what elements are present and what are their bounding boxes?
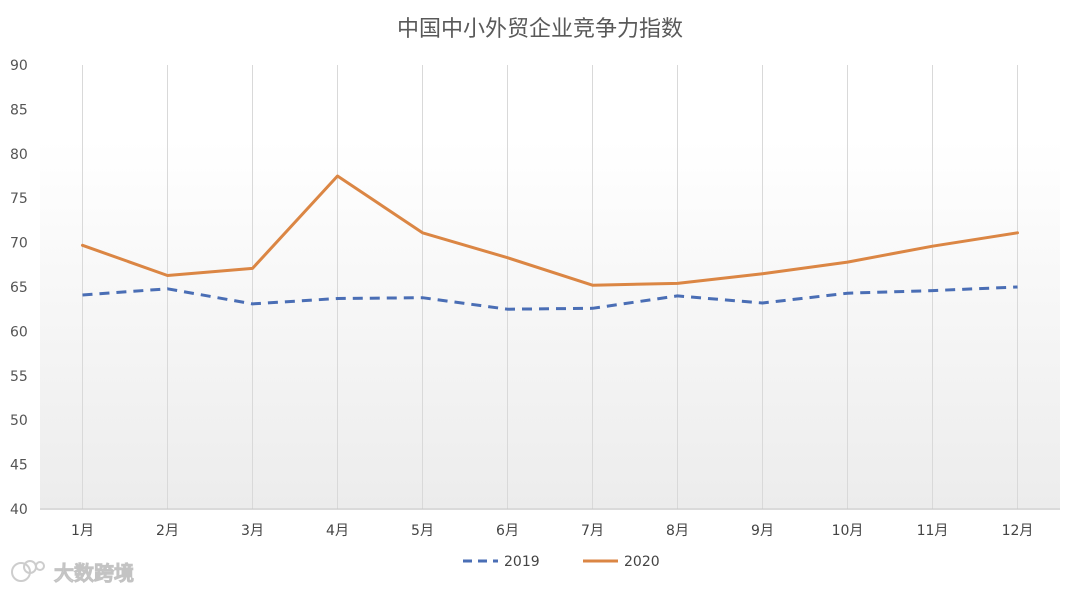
x-tick-label: 2月 <box>156 523 179 539</box>
series-line-2019 <box>82 285 1018 311</box>
y-tick-label: 75 <box>10 191 28 207</box>
axis-layer: 40 45 50 55 60 65 70 75 80 85 90 1月 2月 3月 4月 5月 6月 7月 8月 9月… <box>10 58 1060 539</box>
x-tick-label: 6月 <box>496 523 519 539</box>
y-tick-label: 90 <box>10 58 28 74</box>
y-tick-label: 45 <box>10 458 28 474</box>
y-tick-label: 80 <box>10 147 28 163</box>
logo-bubble-icon <box>11 560 45 582</box>
y-tick-label: 40 <box>10 502 28 518</box>
y-tick-label: 60 <box>10 324 28 340</box>
watermark-text: 大数跨境 <box>54 561 134 585</box>
chart-title: 中国中小外贸企业竞争力指数 <box>397 17 683 42</box>
x-tick-label: 5月 <box>411 523 434 539</box>
x-tick-label: 9月 <box>751 523 774 539</box>
series-line-2020 <box>81 174 1019 287</box>
legend: 2019 2020 <box>463 554 660 570</box>
x-tick-label: 10月 <box>832 523 864 539</box>
x-tick-label: 1月 <box>71 523 94 539</box>
y-tick-label: 55 <box>10 369 28 385</box>
y-tick-label: 85 <box>10 102 28 118</box>
legend-label-2020: 2020 <box>624 554 660 570</box>
x-tick-label: 4月 <box>326 523 349 539</box>
series-layer <box>81 174 1019 311</box>
watermark: 大数跨境 <box>11 560 134 585</box>
y-tick-label: 70 <box>10 236 28 252</box>
grid-layer <box>82 65 1018 509</box>
y-tick-label: 65 <box>10 280 28 296</box>
legend-label-2019: 2019 <box>504 554 540 570</box>
plot-background <box>40 140 1060 510</box>
x-tick-label: 8月 <box>666 523 689 539</box>
x-tick-label: 11月 <box>917 523 949 539</box>
x-tick-label: 7月 <box>581 523 604 539</box>
y-tick-label: 50 <box>10 413 28 429</box>
x-tick-label: 3月 <box>241 523 264 539</box>
x-tick-label: 12月 <box>1002 523 1034 539</box>
